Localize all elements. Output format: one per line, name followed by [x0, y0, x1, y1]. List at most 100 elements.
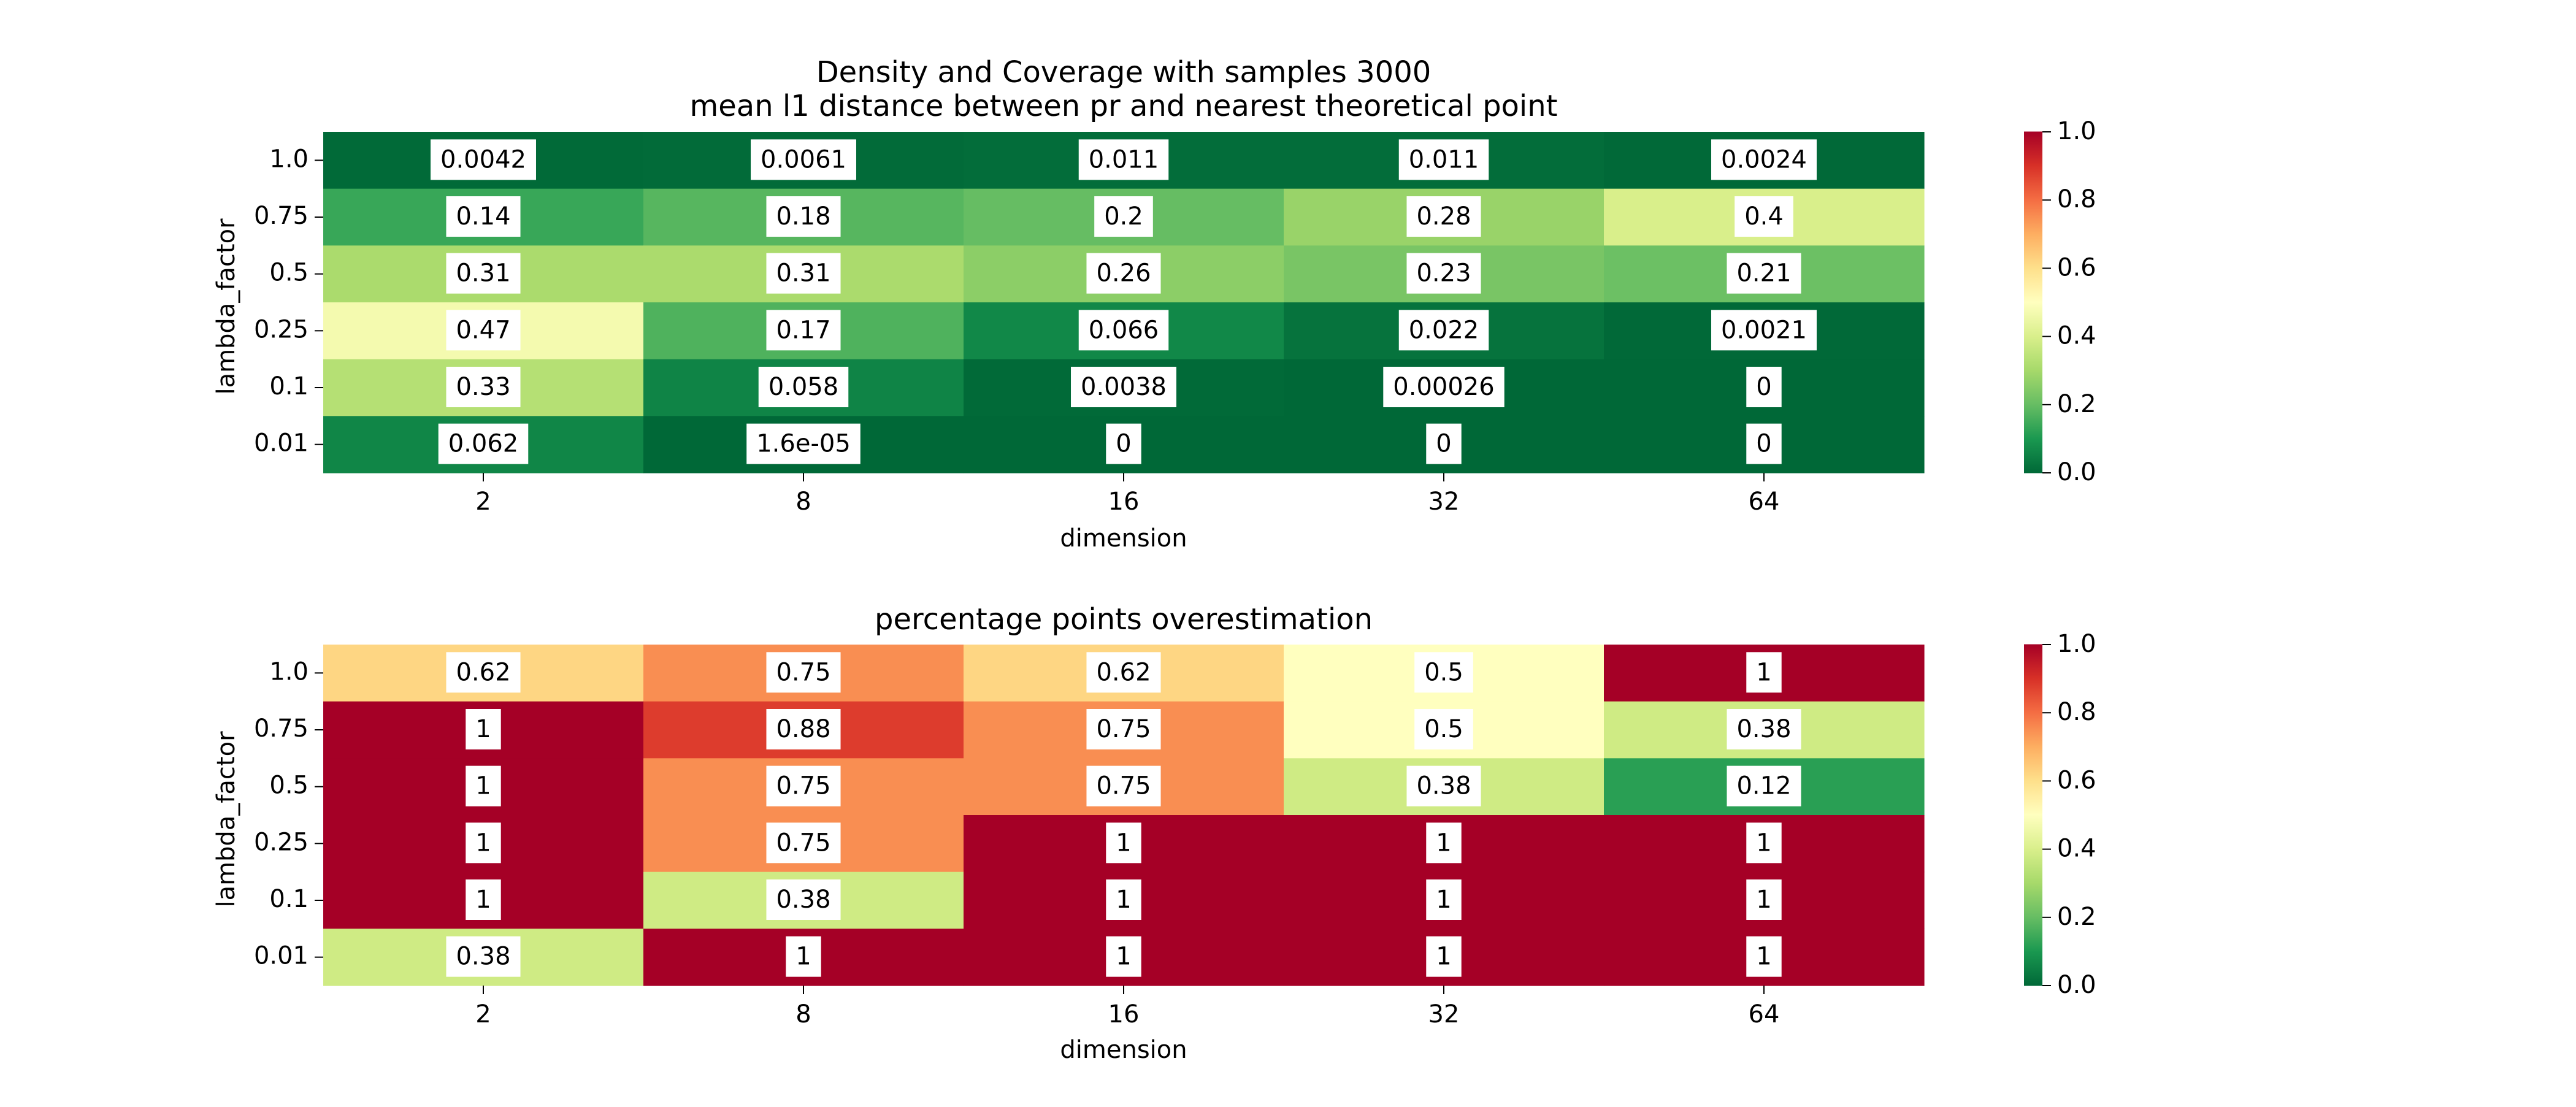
chart-2-title: percentage points overestimation	[875, 602, 1373, 637]
chart-1-x-axis-label: dimension	[1060, 524, 1187, 553]
chart-2-x-tick-label-2: 16	[1108, 1000, 1140, 1028]
chart-1-value-box-r1-c0	[446, 196, 521, 237]
chart-1-value-label-r1-c1: 0.18	[776, 202, 830, 231]
chart-2-value-label-r4-c3: 1	[1436, 886, 1451, 914]
chart-2-value-box-r3-c1	[766, 822, 841, 864]
chart-1-value-box-r1-c3	[1406, 196, 1481, 237]
chart-2-value-label-r4-c0: 1	[475, 886, 491, 914]
chart-2-value-box-r2-c0	[466, 765, 501, 806]
chart-1-value-label-r3-c1: 0.17	[776, 316, 830, 344]
chart-2-value-box-r0-c4	[1746, 652, 1782, 693]
chart-1-y-tick-label-1: 0.75	[254, 202, 309, 230]
chart-1-value-label-r3-c0: 0.47	[456, 316, 510, 344]
chart-2-value-box-r0-c3	[1414, 652, 1473, 693]
chart-1-value-label-r2-c4: 0.21	[1736, 259, 1791, 288]
chart-1-colorbar-tick-label-0: 0.0	[2057, 458, 2096, 486]
chart-2-value-box-r5-c1	[786, 936, 821, 977]
chart-2-value-label-r0-c2: 0.62	[1096, 658, 1151, 686]
chart-1-value-label-r0-c0: 0.0042	[440, 145, 526, 174]
chart-1-value-box-r0-c3	[1398, 139, 1489, 180]
chart-1-value-box-r5-c4	[1746, 423, 1782, 464]
chart-2-y-tick-label-0: 1.0	[269, 657, 309, 686]
chart-2-value-box-r3-c0	[466, 822, 501, 864]
chart-1-x-tick-label-0: 2	[475, 488, 491, 516]
chart-1-value-box-r0-c4	[1711, 139, 1817, 180]
chart-2-value-box-r4-c2	[1106, 879, 1141, 920]
chart-1-value-box-r2-c0	[446, 253, 521, 294]
chart-1-colorbar-tick-label-1: 0.2	[2057, 390, 2096, 418]
chart-2-value-box-r2-c3	[1406, 765, 1481, 806]
chart-1-value-label-r4-c4: 0	[1756, 373, 1771, 401]
chart-1-x-tick-label-3: 32	[1428, 488, 1460, 516]
chart-1-value-box-r0-c1	[751, 139, 856, 180]
chart-2-colorbar-tick-label-0: 0.0	[2057, 971, 2096, 999]
chart-2-value-label-r5-c4: 1	[1756, 943, 1771, 971]
chart-1-value-label-r4-c1: 0.058	[769, 373, 839, 401]
chart-1-value-label-r2-c0: 0.31	[456, 259, 510, 288]
chart-2-value-label-r2-c3: 0.38	[1416, 772, 1471, 800]
chart-1-value-label-r1-c4: 0.4	[1744, 202, 1784, 231]
chart-1-value-box-r4-c2	[1071, 367, 1176, 407]
chart-2-colorbar-tick-label-4: 0.8	[2057, 698, 2096, 726]
chart-1-value-label-r5-c2: 0	[1116, 430, 1131, 458]
chart-2-value-label-r0-c1: 0.75	[776, 658, 830, 686]
chart-1-value-box-r5-c0	[438, 423, 529, 464]
chart-2-value-box-r2-c2	[1086, 765, 1161, 806]
chart-1-value-box-r3-c0	[446, 310, 521, 351]
chart-2-colorbar-tick-label-3: 0.6	[2057, 766, 2096, 794]
chart-2-value-box-r4-c0	[466, 879, 501, 920]
chart-2-y-tick-label-5: 0.01	[254, 942, 309, 970]
chart-2-value-box-r4-c3	[1426, 879, 1462, 920]
chart-2-value-label-r4-c4: 1	[1756, 886, 1771, 914]
chart-1-value-label-r4-c0: 0.33	[456, 373, 510, 401]
chart-2-y-tick-label-3: 0.25	[254, 828, 309, 856]
chart-2-value-box-r5-c0	[446, 936, 521, 977]
chart-1-y-tick-label-4: 0.1	[269, 372, 309, 400]
chart-1-value-label-r0-c2: 0.011	[1089, 145, 1159, 174]
chart-1-y-axis-label: lambda_factor	[212, 218, 240, 395]
chart-2-y-tick-label-4: 0.1	[269, 885, 309, 913]
chart-1-value-box-r1-c4	[1735, 196, 1793, 237]
chart-2-value-box-r3-c2	[1106, 822, 1141, 864]
chart-1-y-tick-label-3: 0.25	[254, 315, 309, 343]
chart-2-colorbar-tick-label-5: 1.0	[2057, 630, 2096, 658]
chart-1-value-box-r0-c2	[1078, 139, 1169, 180]
chart-2-value-label-r5-c0: 0.38	[456, 943, 510, 971]
chart-2-value-box-r5-c4	[1746, 936, 1782, 977]
chart-1-value-box-r4-c3	[1383, 367, 1505, 407]
chart-1-value-box-r4-c1	[758, 367, 849, 407]
chart-1-value-label-r0-c4: 0.0024	[1721, 145, 1807, 174]
chart-2-colorbar-tick-label-2: 0.4	[2057, 835, 2096, 863]
chart-1-value-label-r4-c2: 0.0038	[1081, 373, 1167, 401]
chart-2-value-box-r0-c1	[766, 652, 841, 693]
chart-2-value-box-r4-c1	[766, 879, 841, 920]
chart-1-value-box-r5-c3	[1426, 423, 1462, 464]
chart-1-y-tick-label-5: 0.01	[254, 429, 309, 458]
chart-1-value-label-r0-c1: 0.0061	[761, 145, 846, 174]
chart-2-value-box-r1-c2	[1086, 709, 1161, 749]
chart-1-value-label-r1-c2: 0.2	[1104, 202, 1143, 231]
chart-1-value-label-r5-c3: 0	[1436, 430, 1451, 458]
chart-2-x-tick-label-3: 32	[1428, 1000, 1460, 1028]
chart-2-value-label-r4-c2: 1	[1116, 886, 1131, 914]
chart-1-value-box-r2-c1	[766, 253, 841, 294]
chart-2-value-label-r0-c3: 0.5	[1424, 658, 1463, 686]
chart-2-value-label-r5-c3: 1	[1436, 943, 1451, 971]
chart-2-value-label-r3-c0: 1	[475, 829, 491, 857]
chart-1-value-box-r3-c1	[766, 310, 841, 351]
chart-1-value-box-r4-c0	[446, 367, 521, 407]
chart-1-value-label-r5-c4: 0	[1756, 430, 1771, 458]
chart-1-subtitle: mean l1 distance between pr and nearest …	[690, 89, 1558, 123]
chart-1-colorbar	[2024, 131, 2042, 473]
chart-2-value-box-r1-c0	[466, 709, 501, 749]
chart-2-value-box-r5-c2	[1106, 936, 1141, 977]
chart-2-value-label-r3-c4: 1	[1756, 829, 1771, 857]
chart-2-value-label-r2-c4: 0.12	[1736, 772, 1791, 800]
chart-1-value-box-r5-c1	[746, 423, 861, 464]
chart-1-value-label-r4-c3: 0.00026	[1393, 373, 1494, 401]
chart-2-value-box-r1-c3	[1414, 709, 1473, 749]
chart-2-value-box-r1-c4	[1727, 709, 1801, 749]
chart-2-x-tick-label-4: 64	[1749, 1000, 1780, 1028]
chart-1-colorbar-tick-label-5: 1.0	[2057, 117, 2096, 145]
chart-1-value-box-r3-c2	[1078, 310, 1169, 351]
